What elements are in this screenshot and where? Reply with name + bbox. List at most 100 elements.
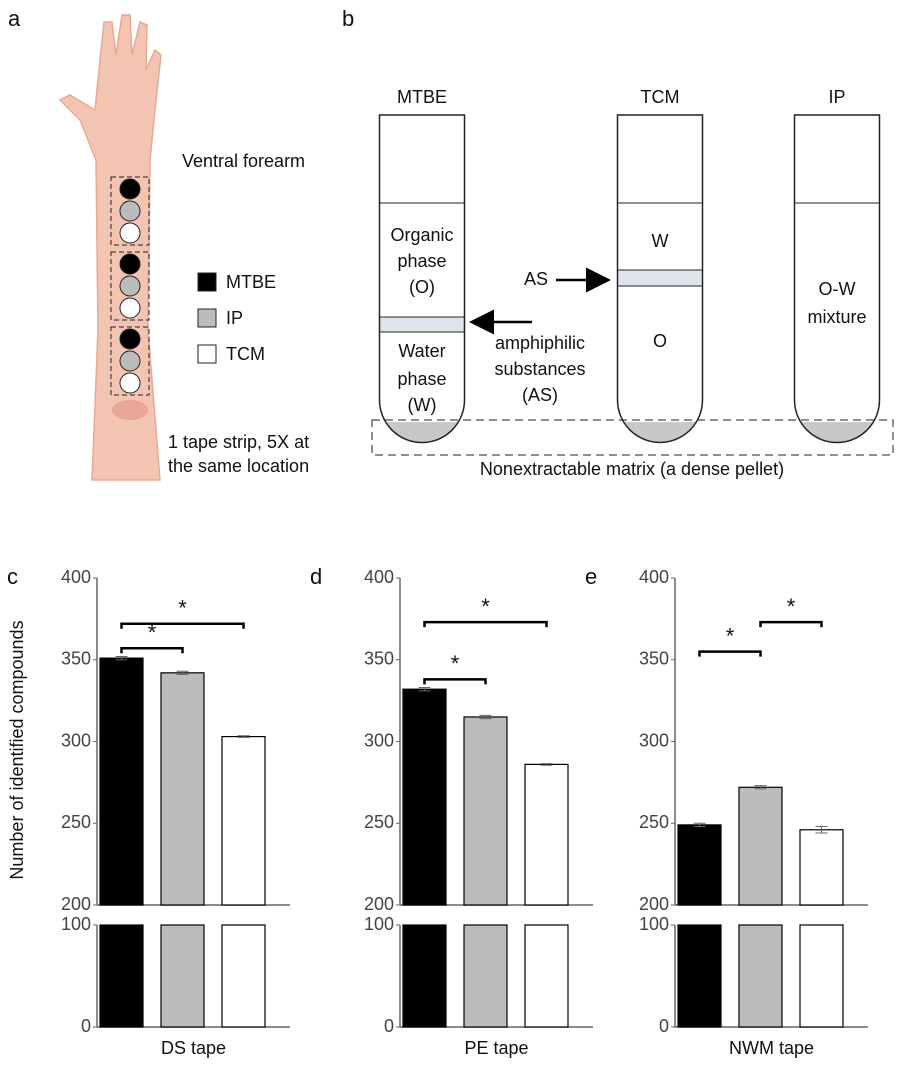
error-bar (418, 687, 431, 692)
error-bar (754, 785, 767, 790)
y-tick-label: 350 (364, 649, 394, 669)
error-bar (176, 670, 189, 675)
sig-bracket (698, 650, 762, 657)
x-axis-label: NWM tape (729, 1038, 814, 1058)
bar-lower (677, 924, 722, 1028)
phase-label: phase (397, 369, 446, 389)
bar (99, 657, 144, 906)
note: the same location (168, 456, 309, 476)
sig-bracket (423, 678, 487, 685)
sig-star: * (148, 620, 157, 645)
wrist-mark (112, 400, 148, 420)
sig-star: * (787, 594, 796, 619)
sig-bracket (120, 622, 245, 629)
y-tick-label: 100 (364, 914, 394, 934)
y-tick-label: 250 (61, 812, 91, 832)
legend-swatch (197, 308, 217, 328)
bar-lower (402, 924, 447, 1028)
error-bar (815, 826, 828, 834)
tube (616, 114, 704, 444)
sig-star: * (481, 594, 490, 619)
pellet (623, 422, 697, 443)
bar (738, 786, 783, 906)
y-axis-label: Number of identified compounds (7, 620, 27, 879)
sites (110, 176, 150, 396)
y-tick-label: 300 (61, 730, 91, 750)
phase-label: mixture (807, 307, 866, 327)
y-tick-label: 200 (364, 894, 394, 914)
phase-label: Water (398, 341, 445, 361)
y-tick-label: 200 (61, 894, 91, 914)
y-tick-label: 400 (61, 567, 91, 587)
phase-label: O-W (819, 279, 856, 299)
bar (160, 672, 205, 906)
sig-star: * (451, 651, 460, 676)
bar (463, 716, 508, 906)
error-bar (693, 822, 706, 828)
panel-label: b (342, 6, 354, 31)
phase-label: (O) (409, 277, 435, 297)
as-text: (AS) (522, 385, 558, 405)
x-axis-label: PE tape (464, 1038, 528, 1058)
phase-label: O (653, 331, 667, 351)
bar-lower (160, 924, 205, 1028)
pellet (385, 422, 459, 443)
pellet-label: Nonextractable matrix (a dense pellet) (480, 459, 784, 479)
bar (221, 735, 266, 906)
sig-bracket (120, 647, 184, 654)
pellet (800, 422, 874, 443)
as-layer (617, 269, 703, 287)
y-tick-label: 350 (639, 649, 669, 669)
sig-bracket (759, 620, 823, 628)
y-tick-label: 0 (81, 1016, 91, 1036)
tube-name: MTBE (397, 87, 447, 107)
tube-name: TCM (641, 87, 680, 107)
note: 1 tape strip, 5X at (168, 432, 309, 452)
y-tick-label: 200 (639, 894, 669, 914)
bar-lower (524, 924, 569, 1028)
phase-label: (W) (408, 395, 437, 415)
error-bar (479, 714, 492, 720)
y-tick-label: 0 (659, 1016, 669, 1036)
bar (677, 824, 722, 906)
y-tick-label: 0 (384, 1016, 394, 1036)
tube (793, 114, 881, 444)
phase-label: phase (397, 251, 446, 271)
panel-label: c (7, 564, 18, 589)
as-layer (379, 316, 465, 333)
legend-label: MTBE (226, 272, 276, 292)
legend-swatch (197, 344, 217, 364)
panel-label: d (310, 564, 322, 589)
bar-lower (99, 924, 144, 1028)
y-tick-label: 250 (639, 812, 669, 832)
bar (799, 829, 844, 906)
as-text: amphiphilic (495, 333, 585, 353)
error-bar (540, 763, 553, 766)
bar-lower (463, 924, 508, 1028)
y-tick-label: 100 (639, 914, 669, 934)
y-tick-label: 100 (61, 914, 91, 934)
legend-label: IP (226, 308, 243, 328)
legend-label: TCM (226, 344, 265, 364)
phase-label: W (652, 231, 669, 251)
bar (402, 688, 447, 906)
sig-star: * (726, 623, 735, 648)
tube (378, 114, 466, 444)
panel-label: a (8, 6, 21, 31)
as-text: substances (494, 359, 585, 379)
tube-name: IP (828, 87, 845, 107)
x-axis-label: DS tape (161, 1038, 226, 1058)
y-tick-label: 300 (639, 730, 669, 750)
y-tick-label: 350 (61, 649, 91, 669)
panel-label: e (585, 564, 597, 589)
bar-lower (799, 924, 844, 1028)
phase-label: Organic (390, 225, 453, 245)
sig-bracket (423, 620, 548, 628)
y-tick-label: 400 (639, 567, 669, 587)
pellet-box (371, 419, 894, 456)
site-label: Ventral forearm (182, 151, 305, 171)
y-tick-label: 400 (364, 567, 394, 587)
legend-swatch (197, 272, 217, 292)
y-tick-label: 300 (364, 730, 394, 750)
